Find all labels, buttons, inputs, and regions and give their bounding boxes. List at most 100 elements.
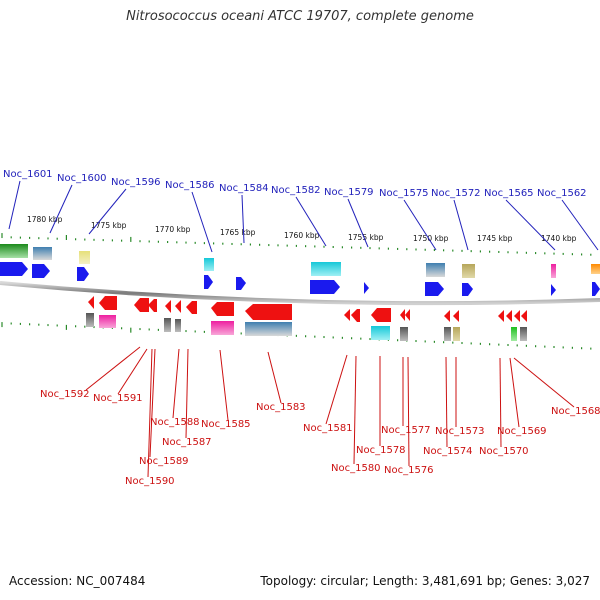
- gene-label: Noc_1592: [40, 389, 90, 400]
- forward-gene-arrow: [592, 282, 600, 296]
- forward-gene-arrow: [425, 282, 444, 296]
- gene-labels-top: Noc_1601 Noc_1600 Noc_1596 Noc_1586 Noc_1584…: [3, 169, 587, 199]
- genome-backbone: [0, 281, 600, 306]
- feature-box: [175, 319, 181, 332]
- gene-label: Noc_1601: [3, 169, 53, 180]
- genome-summary: Topology: circular; Length: 3,481,691 bp…: [260, 574, 590, 588]
- reverse-gene-arrow: [186, 301, 197, 314]
- feature-box: [0, 244, 28, 258]
- forward-gene-arrow: [551, 284, 556, 296]
- feature-box: [426, 263, 445, 277]
- reverse-gene-arrow: [444, 310, 450, 322]
- leader-line: [191, 191, 213, 253]
- accession-text: Accession: NC_007484: [9, 574, 146, 588]
- gene-label: Noc_1576: [384, 465, 434, 476]
- gene-label: Noc_1578: [356, 445, 406, 456]
- leader-line: [172, 348, 180, 419]
- scale-label: 1750 kbp: [413, 234, 449, 243]
- feature-box: [211, 321, 234, 335]
- scale-labels: 1780 kbp 1775 kbp 1770 kbp 1765 kbp 1760 kbp…: [27, 215, 577, 243]
- leader-lines-bottom: [85, 346, 575, 478]
- leader-line: [88, 188, 127, 235]
- feature-box: [444, 327, 451, 341]
- forward-gene-arrow: [77, 267, 89, 281]
- scale-ticks-top: [1, 233, 592, 256]
- feature-box: [99, 315, 116, 328]
- reverse-gene-arrow: [211, 302, 234, 316]
- leader-line: [147, 348, 153, 478]
- feature-box: [591, 264, 600, 274]
- feature-box: [33, 247, 52, 260]
- reverse-gene-arrow: [351, 309, 360, 322]
- feature-boxes: [0, 244, 600, 341]
- scale-label: 1765 kbp: [220, 228, 256, 237]
- feature-box: [311, 262, 341, 276]
- feature-box: [462, 264, 475, 278]
- forward-gene-arrow: [310, 280, 340, 294]
- feature-box: [551, 264, 556, 278]
- reverse-gene-arrow: [99, 296, 117, 310]
- leader-line: [353, 355, 357, 465]
- gene-label: Noc_1588: [150, 417, 200, 428]
- reverse-gene-arrow: [405, 309, 410, 321]
- feature-box: [511, 327, 517, 341]
- leader-line: [403, 199, 437, 251]
- forward-gene-arrow: [0, 262, 28, 276]
- scale-label: 1755 kbp: [348, 233, 384, 242]
- scale-label: 1770 kbp: [155, 225, 191, 234]
- leader-line: [561, 199, 599, 251]
- leader-line: [513, 357, 575, 408]
- leader-line: [241, 194, 245, 244]
- leader-line: [347, 198, 369, 248]
- gene-label: Noc_1570: [479, 446, 529, 457]
- leader-line: [267, 351, 282, 404]
- reverse-gene-arrow: [175, 300, 181, 313]
- gene-label: Noc_1572: [431, 188, 481, 199]
- scale-label: 1745 kbp: [477, 234, 513, 243]
- leader-line: [117, 348, 148, 395]
- leader-line: [505, 199, 556, 251]
- leader-line: [509, 357, 520, 428]
- feature-box: [520, 327, 527, 341]
- gene-label: Noc_1600: [57, 173, 107, 184]
- forward-genes: [0, 262, 600, 296]
- feature-box: [453, 327, 460, 341]
- reverse-genes: [88, 296, 527, 322]
- gene-label: Noc_1583: [256, 402, 306, 413]
- leader-line: [499, 357, 502, 448]
- gene-label: Noc_1589: [139, 456, 189, 467]
- scale-label: 1780 kbp: [27, 215, 63, 224]
- feature-box: [371, 326, 390, 340]
- reverse-gene-arrow: [165, 300, 171, 313]
- reverse-gene-arrow: [134, 298, 149, 312]
- feature-box: [204, 258, 214, 271]
- gene-label: Noc_1577: [381, 425, 431, 436]
- gene-label: Noc_1579: [324, 187, 374, 198]
- leader-line: [219, 349, 229, 421]
- leader-line: [445, 356, 448, 448]
- reverse-gene-arrow: [245, 304, 292, 320]
- gene-label: Noc_1574: [423, 446, 473, 457]
- reverse-gene-arrow: [506, 310, 512, 322]
- scale-label: 1760 kbp: [284, 231, 320, 240]
- reverse-gene-arrow: [88, 296, 94, 309]
- leader-line: [325, 354, 348, 425]
- gene-label: Noc_1590: [125, 476, 175, 487]
- reverse-gene-arrow: [344, 309, 350, 321]
- scale-label: 1775 kbp: [91, 221, 127, 230]
- feature-box: [245, 322, 292, 336]
- gene-label: Noc_1596: [111, 177, 161, 188]
- reverse-gene-arrow: [453, 310, 459, 322]
- forward-gene-arrow: [462, 283, 473, 296]
- reverse-gene-arrow: [371, 308, 391, 322]
- feature-box: [79, 251, 90, 264]
- gene-label: Noc_1569: [497, 426, 547, 437]
- forward-gene-arrow: [204, 275, 213, 289]
- leader-lines-top: [8, 180, 599, 253]
- gene-label: Noc_1584: [219, 183, 269, 194]
- gene-label: Noc_1573: [435, 426, 485, 437]
- leader-line: [149, 348, 156, 458]
- forward-gene-arrow: [364, 282, 369, 294]
- reverse-gene-arrow: [400, 309, 405, 321]
